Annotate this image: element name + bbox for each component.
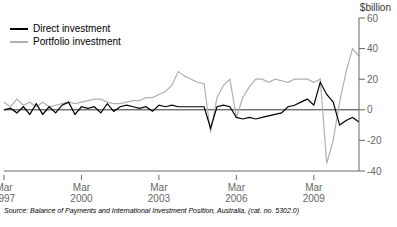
html-text:$billion: $billion xyxy=(359,2,391,13)
svg-text:Mar2000: Mar2000 xyxy=(70,182,93,203)
svg-text:Mar1997: Mar1997 xyxy=(8,182,16,203)
svg-text:-20: -20 xyxy=(367,135,382,146)
svg-text:40: 40 xyxy=(367,43,379,54)
svg-text:Mar2009: Mar2009 xyxy=(303,182,326,203)
html-text:Portfolio investment: Portfolio investment xyxy=(33,36,121,47)
svg-text:Mar2006: Mar2006 xyxy=(225,182,248,203)
svg-text:60: 60 xyxy=(367,13,379,24)
svg-text:0: 0 xyxy=(367,104,373,115)
svg-text:Mar2003: Mar2003 xyxy=(148,182,171,203)
svg-text:-40: -40 xyxy=(367,166,382,177)
svg-text:20: 20 xyxy=(367,74,379,85)
html-text:Direct investment: Direct investment xyxy=(33,23,111,34)
html-text:Source: Balance of Payments an: Source: Balance of Payments and Internat… xyxy=(4,207,300,214)
